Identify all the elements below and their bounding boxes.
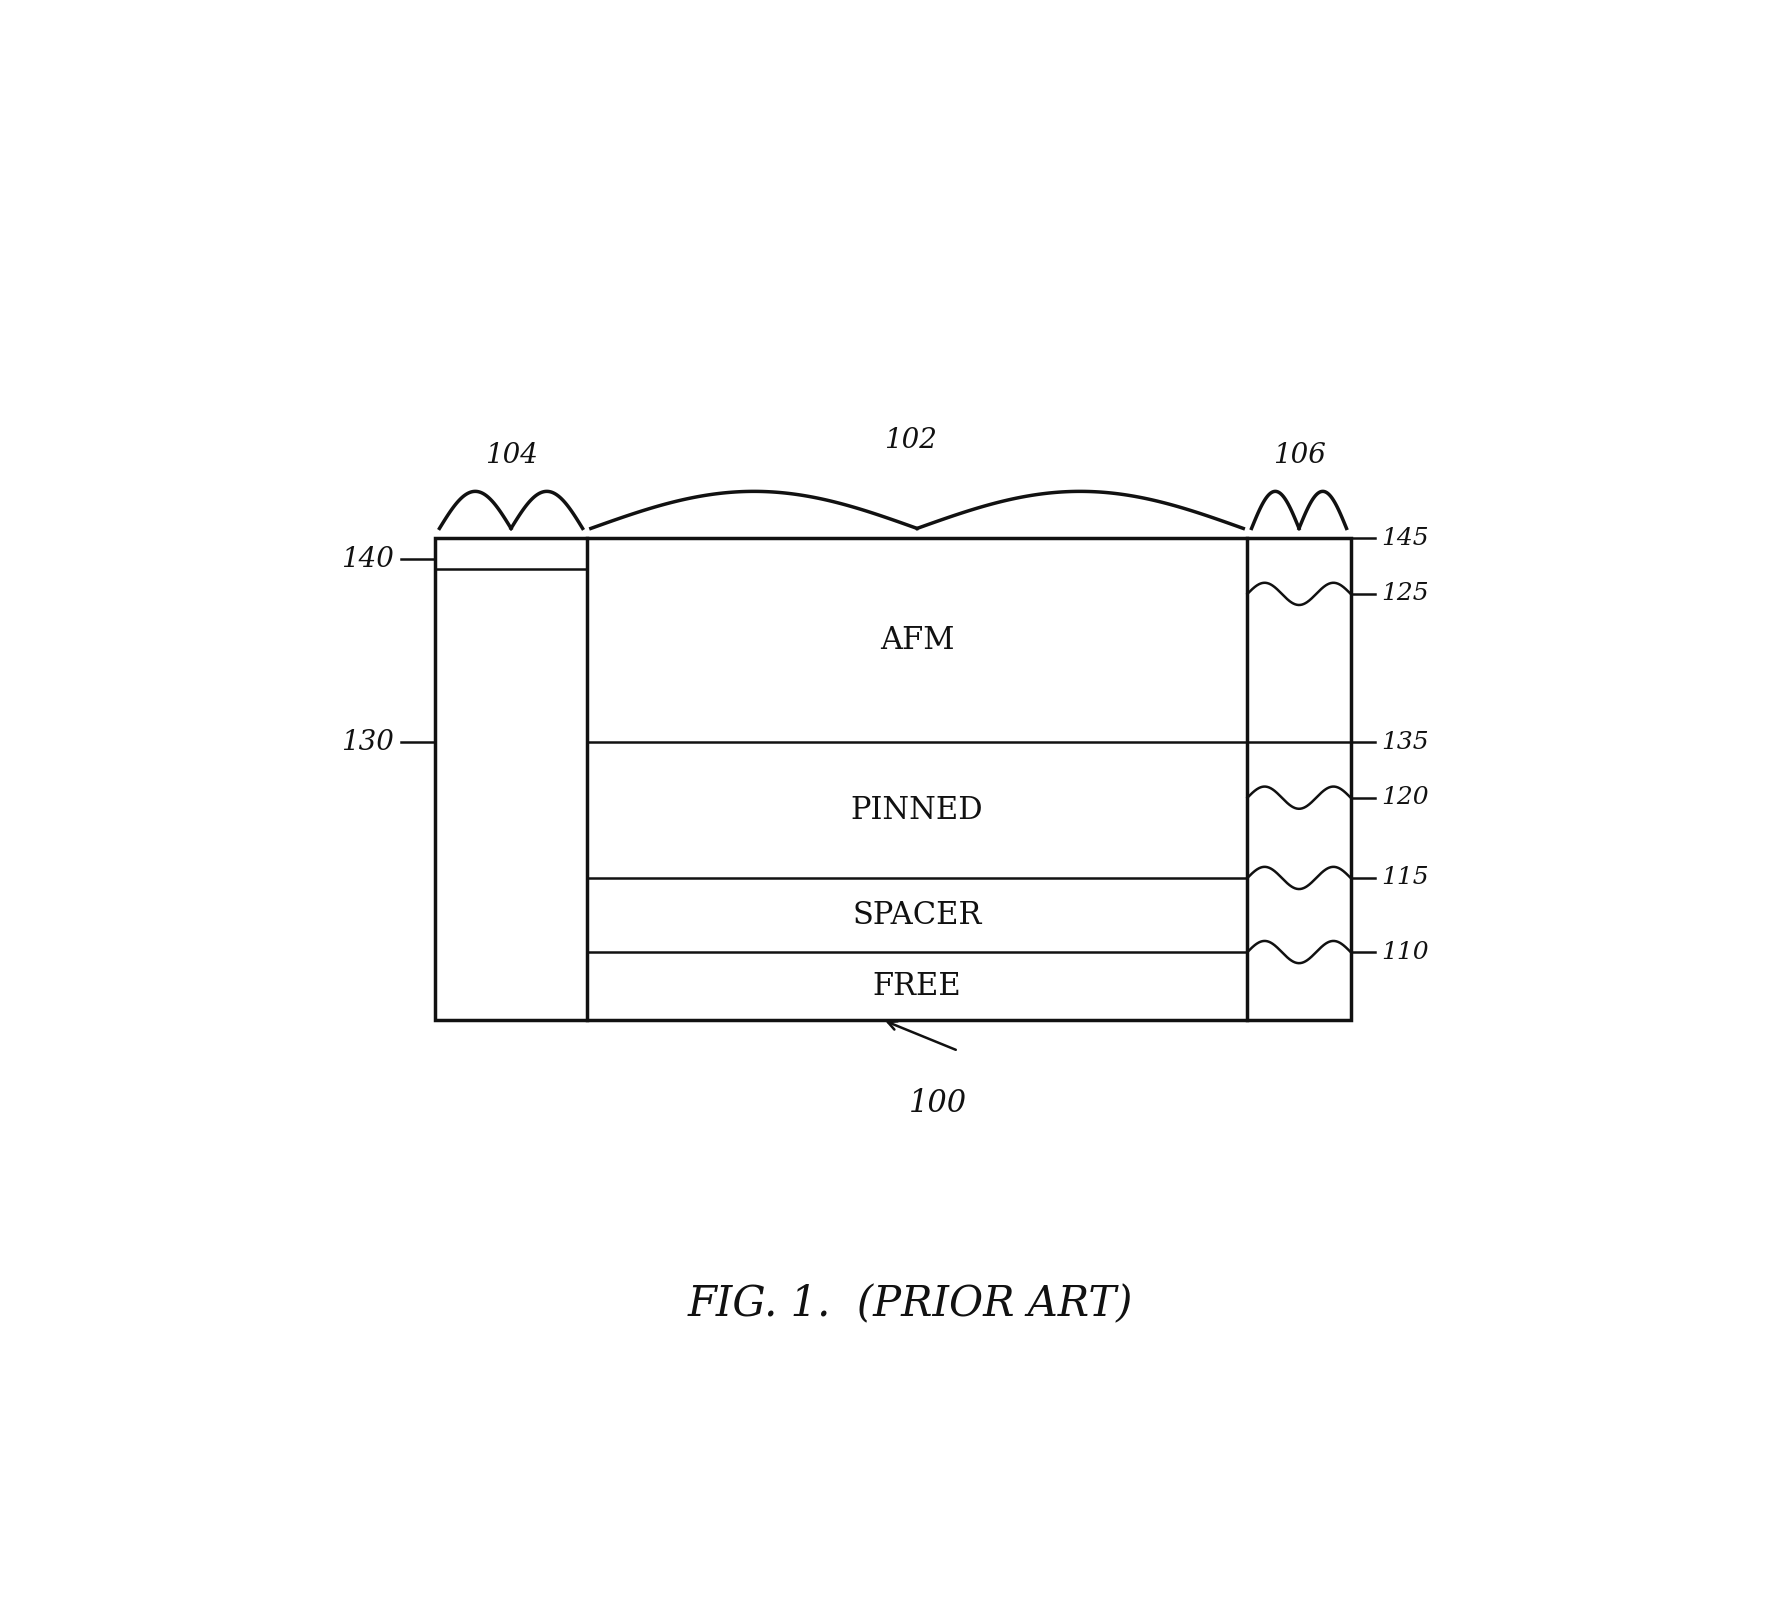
Text: 110: 110 <box>1382 940 1428 964</box>
Text: 104: 104 <box>485 443 538 468</box>
Text: FIG. 1.  (PRIOR ART): FIG. 1. (PRIOR ART) <box>687 1283 1133 1325</box>
Text: FREE: FREE <box>872 970 961 1002</box>
Text: 140: 140 <box>341 545 394 573</box>
Text: 125: 125 <box>1382 582 1428 605</box>
Text: 145: 145 <box>1382 526 1428 550</box>
Text: AFM: AFM <box>879 626 954 656</box>
Text: PINNED: PINNED <box>851 794 984 826</box>
Bar <box>435 539 1350 1020</box>
Text: SPACER: SPACER <box>852 900 982 930</box>
Text: 115: 115 <box>1382 866 1428 890</box>
Text: 130: 130 <box>341 728 394 755</box>
Text: 100: 100 <box>909 1088 966 1120</box>
Text: 120: 120 <box>1382 786 1428 808</box>
Text: 135: 135 <box>1382 730 1428 754</box>
Text: 106: 106 <box>1273 443 1327 468</box>
Text: 102: 102 <box>884 427 936 454</box>
